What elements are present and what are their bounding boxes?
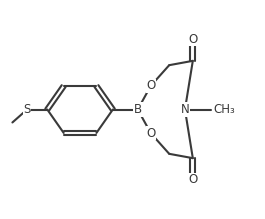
Text: B: B bbox=[134, 103, 142, 116]
Text: O: O bbox=[188, 173, 197, 186]
Text: S: S bbox=[23, 103, 31, 116]
Text: N: N bbox=[180, 103, 189, 116]
Text: O: O bbox=[146, 127, 156, 140]
Text: O: O bbox=[146, 79, 156, 92]
Text: CH₃: CH₃ bbox=[213, 103, 235, 116]
Text: O: O bbox=[188, 33, 197, 46]
